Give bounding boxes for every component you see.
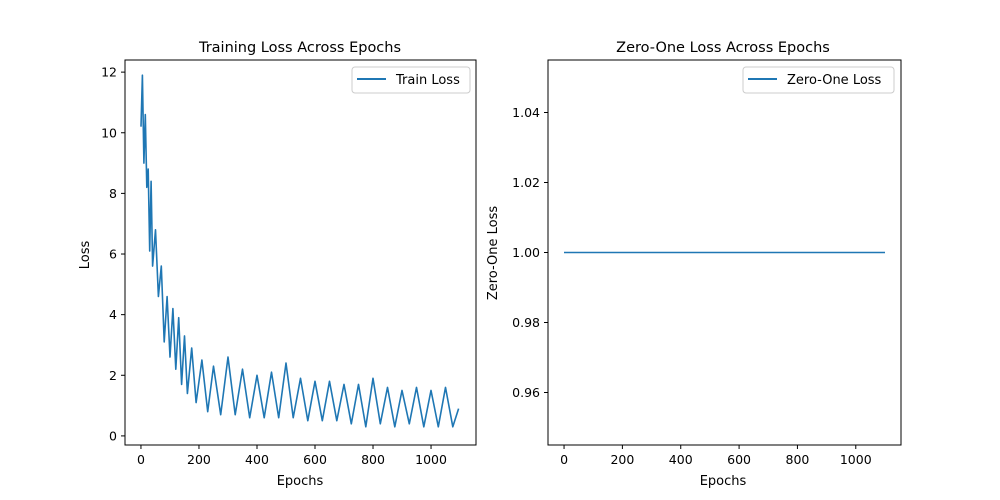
x-tick-label: 400 — [669, 452, 693, 467]
y-tick-label: 0.96 — [512, 385, 540, 400]
legend: Train Loss — [351, 66, 471, 94]
x-tick-label: 1000 — [840, 452, 872, 467]
y-tick-label: 6 — [109, 247, 117, 262]
y-axis-label: Loss — [78, 241, 93, 270]
y-tick-label: 0.98 — [512, 315, 540, 330]
plot-area-train-loss: 0 200 400 600 800 1000 0 2 4 6 8 10 12 — [101, 59, 477, 467]
y-tick-label: 1.02 — [512, 175, 540, 190]
x-tick-label: 400 — [245, 452, 269, 467]
x-tick-label: 200 — [610, 452, 634, 467]
y-tick-label: 2 — [109, 368, 117, 383]
y-tick-label: 4 — [109, 307, 117, 322]
x-tick-label: 800 — [786, 452, 810, 467]
series-line — [140, 74, 460, 428]
y-tick-label: 12 — [101, 65, 117, 80]
chart-title: Training Loss Across Epochs — [198, 40, 401, 56]
x-tick-label: 0 — [137, 452, 145, 467]
y-tick-label: 8 — [109, 186, 117, 201]
plot-area-zero-one-loss: 0 200 400 600 800 1000 0.96 0.98 1.00 1.02 1.04 — [512, 59, 902, 467]
chart-zero-one-loss: Zero-One Loss Across Epochs 0 200 400 600 80… — [486, 40, 902, 489]
chart-train-loss: Training Loss Across Epochs 0 200 400 600 80… — [78, 40, 477, 489]
legend-box — [351, 66, 471, 94]
chart-title: Zero-One Loss Across Epochs — [616, 40, 830, 56]
y-tick-label: 10 — [101, 125, 117, 140]
legend-label: Train Loss — [395, 73, 460, 88]
x-tick-label: 200 — [187, 452, 211, 467]
y-tick-label: 1.04 — [512, 105, 540, 120]
y-axis-label: Zero-One Loss — [486, 206, 501, 301]
x-tick-label: 600 — [727, 452, 751, 467]
y-tick-label: 0 — [109, 428, 117, 443]
x-tick-label: 1000 — [415, 452, 447, 467]
y-tick-label: 1.00 — [512, 245, 540, 260]
legend-box — [742, 66, 895, 94]
x-axis-label: Epochs — [700, 474, 747, 489]
x-axis-label: Epochs — [277, 474, 324, 489]
x-tick-label: 800 — [361, 452, 385, 467]
axes-frame — [124, 59, 477, 446]
legend-label: Zero-One Loss — [787, 73, 882, 88]
x-tick-label: 600 — [303, 452, 327, 467]
x-tick-label: 0 — [560, 452, 568, 467]
legend: Zero-One Loss — [742, 66, 895, 94]
